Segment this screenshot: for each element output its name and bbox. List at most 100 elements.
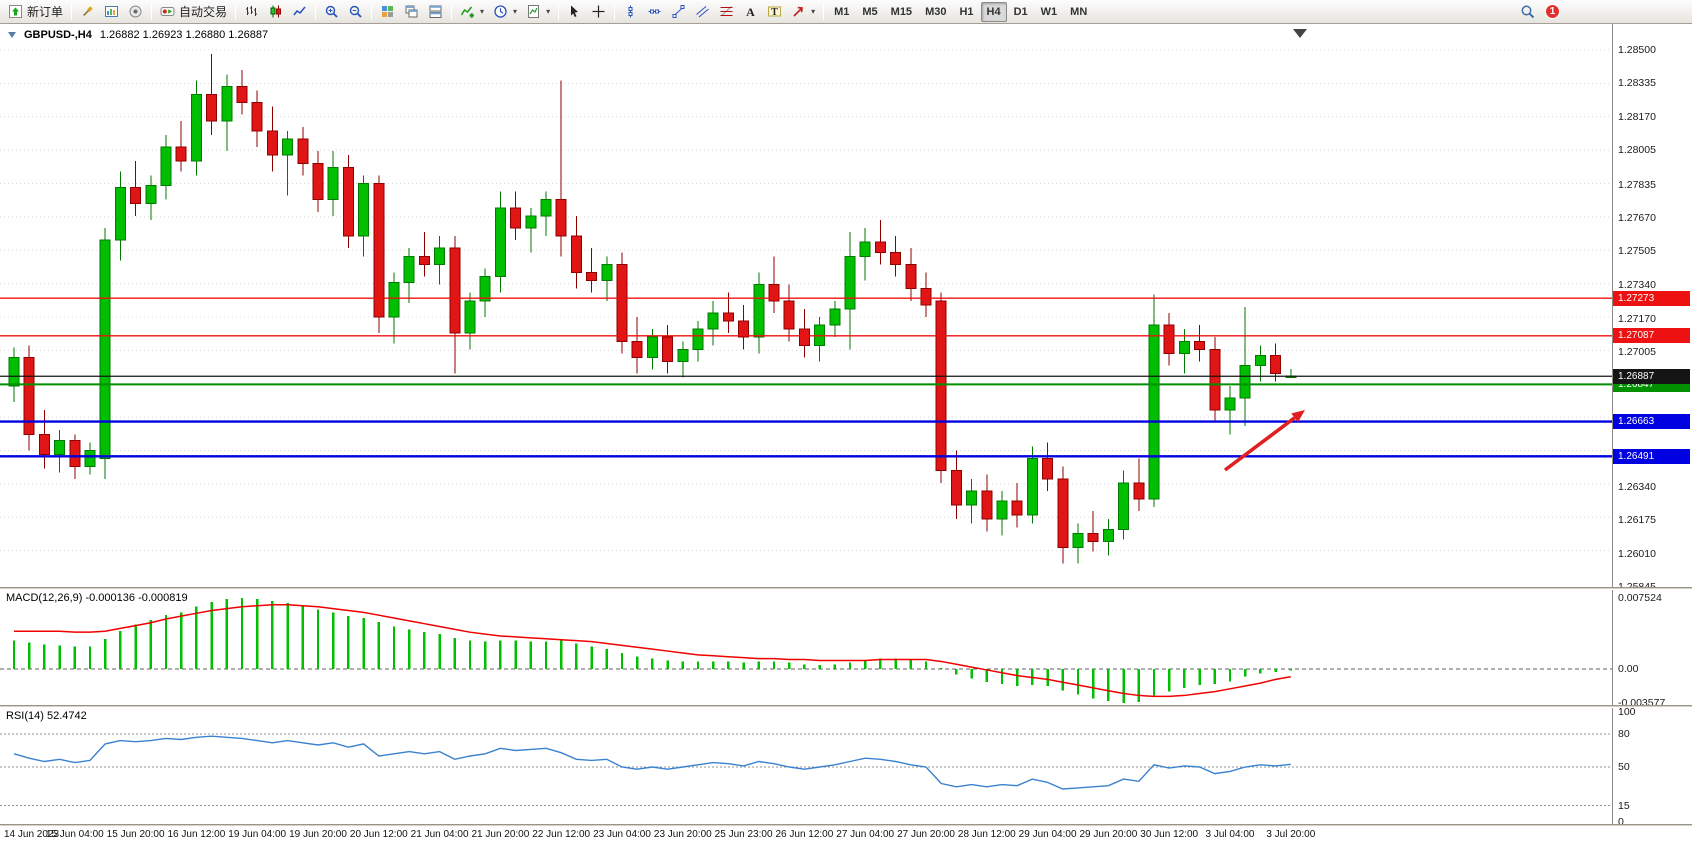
candle [525, 207, 537, 253]
timeframe-d1-button[interactable]: D1 [1013, 5, 1028, 18]
chart-window-button[interactable] [100, 2, 123, 22]
cursor-icon [567, 4, 582, 19]
candle [722, 292, 734, 334]
candle [814, 316, 826, 362]
candle [251, 90, 263, 148]
candle [206, 54, 218, 135]
chevron-down-icon: ▾ [546, 7, 551, 16]
text-button[interactable]: A [739, 2, 762, 22]
auto-trading-button[interactable]: 自动交易 [156, 2, 231, 22]
candle [950, 450, 962, 520]
candle [1087, 511, 1099, 552]
timeframe-w1-button[interactable]: W1 [1040, 5, 1058, 18]
trendline-icon [671, 4, 686, 19]
metaeditor-button[interactable] [76, 2, 99, 22]
tile-windows-button[interactable] [376, 2, 399, 22]
candle [783, 284, 795, 342]
notification-badge[interactable]: 1 [1545, 4, 1560, 19]
horizontal-line-button[interactable] [643, 2, 666, 22]
candle [38, 410, 50, 469]
candle [327, 151, 339, 216]
candle [616, 252, 628, 354]
mql5-community-button[interactable] [124, 2, 147, 22]
candle [388, 272, 400, 344]
new-order-label: 新订单 [27, 5, 64, 19]
candle [282, 130, 294, 196]
templates-button[interactable]: ▾ [522, 2, 554, 22]
candle [99, 227, 111, 479]
chart-shift-marker[interactable] [1293, 29, 1307, 38]
timeframe-m15-button[interactable]: M15 [890, 5, 913, 18]
candle [1026, 446, 1038, 524]
bar-chart-button[interactable] [240, 2, 263, 22]
timeframe-group: M1 M5 M15 M30 H1 H4 D1 W1 MN [828, 1, 1093, 22]
line-chart-icon [292, 4, 307, 19]
indicators-button[interactable]: ▾ [456, 2, 488, 22]
search-icon[interactable] [1520, 4, 1535, 19]
candle [175, 120, 187, 172]
vertical-line-button[interactable] [619, 2, 642, 22]
candle [84, 442, 96, 475]
timeframe-mn-button[interactable]: MN [1070, 5, 1088, 18]
one-click-trading-toggle[interactable] [8, 32, 16, 38]
cursor-button[interactable] [563, 2, 586, 22]
arrows-button[interactable]: ▾ [787, 2, 819, 22]
timeframe-m30-button[interactable]: M30 [925, 5, 947, 18]
periods-button[interactable]: ▾ [489, 2, 521, 22]
timeframe-m1-button[interactable]: M1 [834, 5, 850, 18]
tile-horizontal-icon [428, 4, 443, 19]
candle [342, 155, 354, 249]
candle [555, 80, 567, 257]
candle [570, 215, 582, 289]
candle [145, 175, 157, 220]
candle [601, 256, 613, 301]
vertical-line-icon [623, 4, 638, 19]
candle [677, 341, 689, 378]
candle [160, 134, 172, 200]
candlestick-icon [268, 4, 283, 19]
line-chart-button[interactable] [288, 2, 311, 22]
channel-button[interactable] [691, 2, 714, 22]
zoom-in-button[interactable] [320, 2, 343, 22]
hammer-icon [80, 4, 95, 19]
toolbar-separator [151, 3, 153, 20]
candle [829, 300, 841, 338]
crosshair-icon [591, 4, 606, 19]
zoom-out-button[interactable] [344, 2, 367, 22]
candle [905, 248, 917, 301]
candle [859, 227, 871, 281]
candle [266, 106, 278, 172]
candle [1133, 458, 1145, 512]
mql5-community-icon [128, 4, 143, 19]
candle [1118, 470, 1130, 540]
candle [981, 474, 993, 532]
trendline-button[interactable] [667, 2, 690, 22]
timeframe-m5-button[interactable]: M5 [862, 5, 878, 18]
timeframe-h1-button[interactable]: H1 [959, 5, 974, 18]
candlestick-chart-button[interactable] [264, 2, 287, 22]
tile-horizontal-button[interactable] [424, 2, 447, 22]
fibonacci-button[interactable] [715, 2, 738, 22]
annotation-arrow[interactable] [1223, 416, 1296, 472]
candle [221, 74, 233, 152]
panel-splitter[interactable] [0, 705, 1692, 708]
chevron-down-icon: ▾ [480, 7, 485, 16]
text-label-button[interactable]: T [763, 2, 786, 22]
chart-title-symbol: GBPUSD-,H4 [24, 29, 92, 41]
panel-splitter[interactable] [0, 587, 1692, 590]
chevron-down-icon: ▾ [811, 7, 816, 16]
cascade-windows-button[interactable] [400, 2, 423, 22]
macd-signal-line [14, 604, 1291, 698]
timeframe-h4-button[interactable]: H4 [980, 1, 1007, 22]
candle [920, 272, 932, 317]
candle [114, 171, 126, 261]
new-order-button[interactable]: 新订单 [4, 2, 67, 22]
candle [631, 316, 643, 374]
candle [662, 325, 674, 374]
candle [874, 219, 886, 265]
candle [510, 191, 522, 241]
chart-title-ohlc: 1.26882 1.26923 1.26880 1.26887 [99, 29, 269, 41]
crosshair-button[interactable] [587, 2, 610, 22]
panel-splitter[interactable] [0, 824, 1692, 827]
